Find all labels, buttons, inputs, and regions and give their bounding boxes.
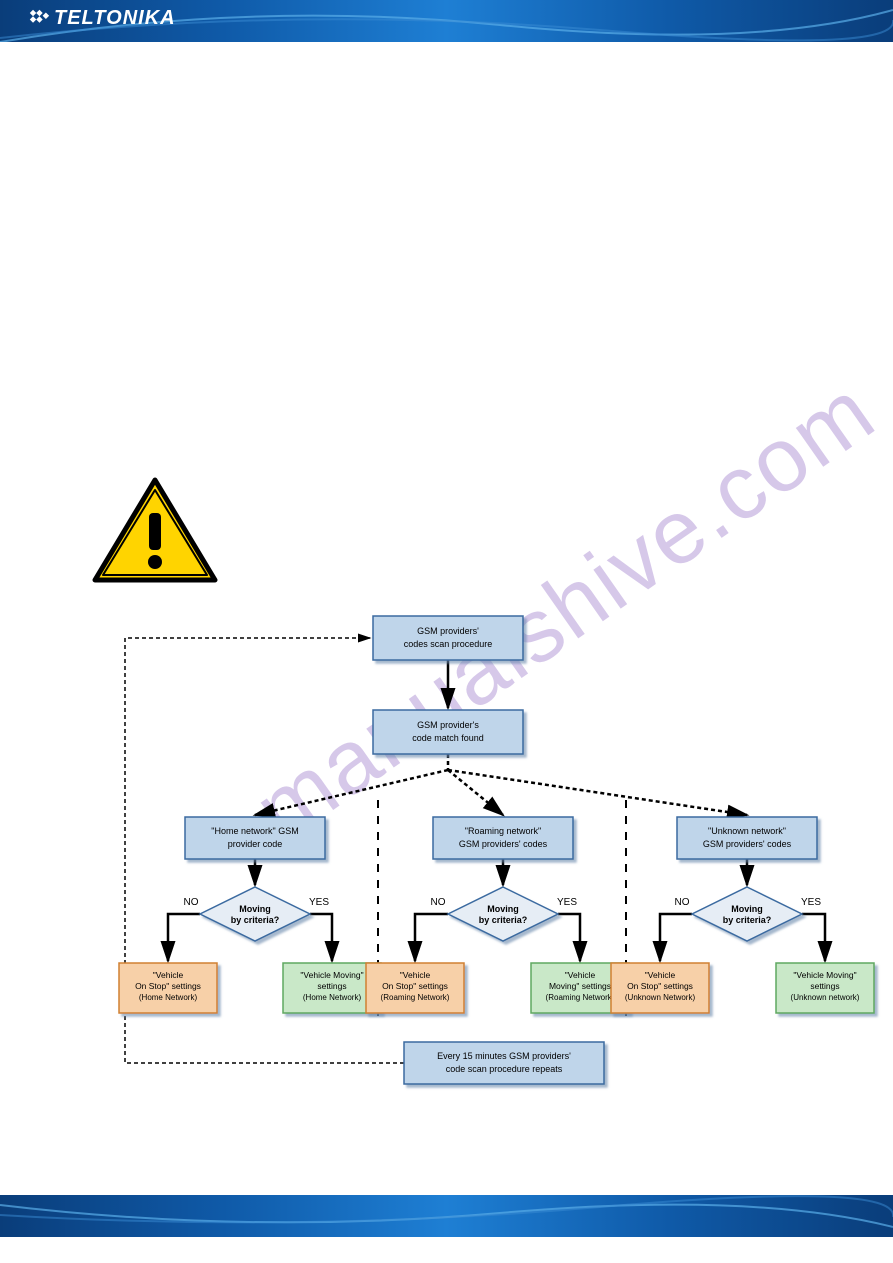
svg-text:(Roaming Network): (Roaming Network) [381,993,450,1002]
no-label: NO [675,897,690,908]
svg-text:GSM providers' codes: GSM providers' codes [703,839,792,849]
node-dec1 [200,887,310,941]
svg-text:On Stop" settings: On Stop" settings [382,981,448,991]
svg-text:Moving: Moving [731,904,763,914]
diagram-container: NO YES NO YES NO YES GSM providers' code… [0,0,893,1263]
node-roam [433,817,573,859]
svg-text:Moving: Moving [487,904,519,914]
nodes: GSM providers' codes scan procedure GSM … [119,616,874,1084]
svg-text:settings: settings [317,981,346,991]
svg-text:provider code: provider code [228,839,283,849]
svg-text:GSM providers' codes: GSM providers' codes [459,839,548,849]
node-repeat [404,1042,604,1084]
node-home [185,817,325,859]
warning-icon [95,480,215,580]
svg-text:Moving" settings: Moving" settings [549,981,611,991]
svg-text:by criteria?: by criteria? [723,915,772,925]
svg-text:"Vehicle: "Vehicle [153,970,184,980]
svg-text:"Vehicle Moving": "Vehicle Moving" [793,970,856,980]
svg-text:"Vehicle: "Vehicle [645,970,676,980]
svg-text:"Home network" GSM: "Home network" GSM [211,826,298,836]
svg-text:(Home Network): (Home Network) [303,993,362,1002]
no-label: NO [431,897,446,908]
svg-text:On Stop" settings: On Stop" settings [135,981,201,991]
node-scan [373,616,523,660]
svg-text:"Roaming network": "Roaming network" [465,826,541,836]
svg-text:Moving: Moving [239,904,271,914]
yes-label: YES [557,897,577,908]
svg-text:"Unknown network": "Unknown network" [708,826,786,836]
svg-text:"Vehicle: "Vehicle [400,970,431,980]
svg-text:(Unknown network): (Unknown network) [791,993,860,1002]
svg-text:On Stop" settings: On Stop" settings [627,981,693,991]
svg-text:by criteria?: by criteria? [231,915,280,925]
svg-text:GSM providers': GSM providers' [417,626,479,636]
node-dec3 [692,887,802,941]
svg-text:code scan procedure repeats: code scan procedure repeats [446,1064,563,1074]
svg-text:Every 15 minutes GSM providers: Every 15 minutes GSM providers' [437,1051,571,1061]
flowchart-svg: NO YES NO YES NO YES GSM providers' code… [0,0,893,1263]
node-match [373,710,523,754]
svg-text:"Vehicle Moving": "Vehicle Moving" [300,970,363,980]
svg-text:(Roaming Network): (Roaming Network) [546,993,615,1002]
svg-text:codes scan procedure: codes scan procedure [404,639,493,649]
svg-text:code match found: code match found [412,733,484,743]
no-label: NO [184,897,199,908]
svg-text:(Unknown Network): (Unknown Network) [625,993,696,1002]
node-unk [677,817,817,859]
svg-text:settings: settings [810,981,839,991]
node-dec2 [448,887,558,941]
yes-label: YES [309,897,329,908]
svg-text:(Home Network): (Home Network) [139,993,198,1002]
svg-text:"Vehicle: "Vehicle [565,970,596,980]
svg-text:GSM provider's: GSM provider's [417,720,479,730]
yes-label: YES [801,897,821,908]
svg-text:by criteria?: by criteria? [479,915,528,925]
